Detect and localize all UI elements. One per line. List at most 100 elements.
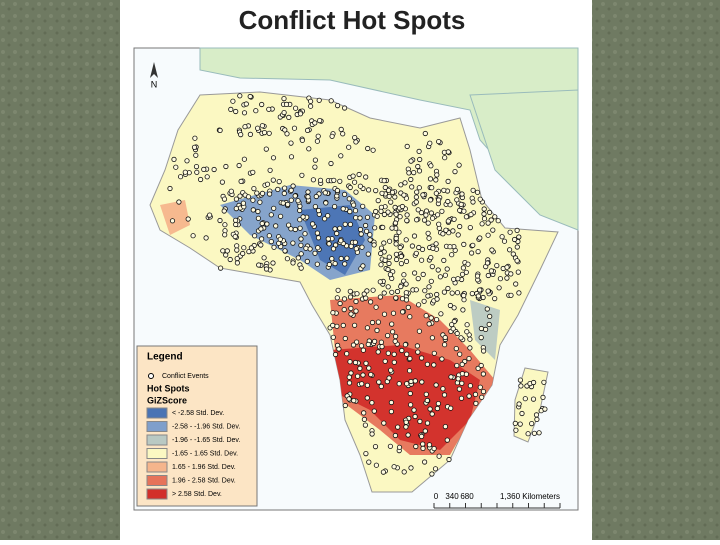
conflict-event (466, 393, 472, 399)
conflict-event (391, 359, 397, 365)
conflict-event (233, 196, 239, 202)
conflict-event (377, 294, 383, 300)
conflict-event (481, 216, 488, 222)
conflict-event (452, 169, 458, 175)
conflict-event (238, 132, 244, 138)
conflict-event (393, 211, 399, 217)
legend-class-label: -2.58 - -1.96 Std. Dev. (172, 423, 240, 430)
conflict-event (218, 265, 224, 271)
conflict-event (313, 193, 319, 200)
conflict-event (363, 450, 369, 457)
conflict-event (332, 226, 338, 232)
conflict-event (408, 158, 414, 164)
conflict-event (362, 422, 368, 428)
legend-field: GiZScore (147, 395, 187, 405)
conflict-event (167, 185, 173, 192)
conflict-event (347, 359, 353, 365)
conflict-event (477, 235, 483, 241)
conflict-event (414, 189, 420, 195)
conflict-event (449, 321, 455, 328)
conflict-event (398, 182, 404, 188)
conflict-event (439, 208, 445, 214)
conflict-event (359, 244, 365, 250)
conflict-event (169, 218, 176, 224)
conflict-event (347, 288, 353, 294)
conflict-event (342, 261, 348, 267)
conflict-event (428, 163, 434, 169)
conflict-event (236, 162, 242, 169)
conflict-event (470, 199, 476, 205)
conflict-event (416, 185, 422, 191)
conflict-event (173, 164, 179, 170)
conflict-event (442, 334, 448, 341)
conflict-event (248, 245, 254, 251)
conflict-event (464, 329, 470, 335)
conflict-event (336, 346, 342, 352)
conflict-event (420, 445, 426, 451)
conflict-event (232, 234, 238, 240)
conflict-event (480, 348, 487, 354)
conflict-event (421, 217, 428, 223)
conflict-event (321, 216, 328, 222)
conflict-event (394, 288, 401, 295)
conflict-event (335, 287, 341, 293)
conflict-event (451, 305, 457, 311)
conflict-event (330, 310, 336, 316)
conflict-event (408, 465, 414, 471)
scale-label: 340 (445, 492, 459, 501)
conflict-event (431, 350, 437, 356)
conflict-event (266, 233, 272, 239)
conflict-event (450, 276, 457, 282)
conflict-event (393, 295, 399, 301)
conflict-event (375, 349, 381, 355)
conflict-event (423, 313, 429, 319)
conflict-event (433, 177, 439, 183)
conflict-event (456, 386, 462, 392)
conflict-event (426, 284, 432, 290)
conflict-event (281, 96, 287, 102)
conflict-event (411, 233, 418, 239)
conflict-event (184, 158, 190, 164)
conflict-event (485, 232, 491, 238)
conflict-event (264, 181, 271, 187)
scale-label: 680 (460, 492, 474, 501)
conflict-event (371, 408, 377, 414)
conflict-event (276, 179, 282, 185)
conflict-event (454, 290, 461, 296)
conflict-event (467, 383, 473, 389)
conflict-event (357, 215, 363, 221)
conflict-event (454, 330, 460, 337)
conflict-event (344, 351, 350, 357)
legend-class-label: 1.96 - 2.58 Std. Dev. (172, 477, 236, 484)
conflict-event (223, 252, 229, 258)
conflict-event (403, 297, 410, 303)
conflict-event (255, 208, 261, 215)
title: Conflict Hot Spots (239, 5, 466, 35)
conflict-event (424, 420, 431, 426)
conflict-event (433, 190, 439, 196)
conflict-event (364, 325, 370, 331)
conflict-event (490, 227, 496, 233)
conflict-event (368, 371, 374, 378)
conflict-event (389, 289, 395, 295)
conflict-event (441, 187, 447, 193)
conflict-event (364, 395, 370, 401)
conflict-event (422, 428, 428, 434)
conflict-event (353, 339, 360, 345)
conflict-event (445, 218, 451, 224)
conflict-event (399, 203, 405, 210)
conflict-event (425, 293, 431, 299)
conflict-event (470, 187, 476, 193)
conflict-event (360, 263, 366, 269)
conflict-event (413, 250, 419, 256)
conflict-event (474, 189, 481, 195)
conflict-events (167, 93, 548, 477)
conflict-event (241, 156, 247, 162)
conflict-event (285, 201, 291, 207)
conflict-event (234, 243, 240, 249)
conflict-event (440, 231, 446, 237)
conflict-event (352, 208, 359, 214)
legend-swatch (146, 448, 168, 459)
conflict-event (288, 226, 294, 232)
conflict-event (219, 179, 225, 185)
